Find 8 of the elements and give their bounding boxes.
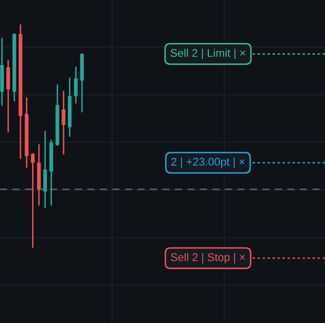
candlestick	[43, 130, 47, 208]
ref-line-label: Sell 2 | Stop | ×	[170, 252, 245, 264]
ref-line-label: Sell 2 | Limit | ×	[170, 48, 246, 60]
candlestick	[6, 60, 10, 132]
candlestick	[74, 66, 78, 104]
ref-line-label: 2 | +23.00pt | ×	[171, 158, 244, 168]
candlestick	[62, 90, 66, 155]
candlestick	[30, 153, 35, 248]
